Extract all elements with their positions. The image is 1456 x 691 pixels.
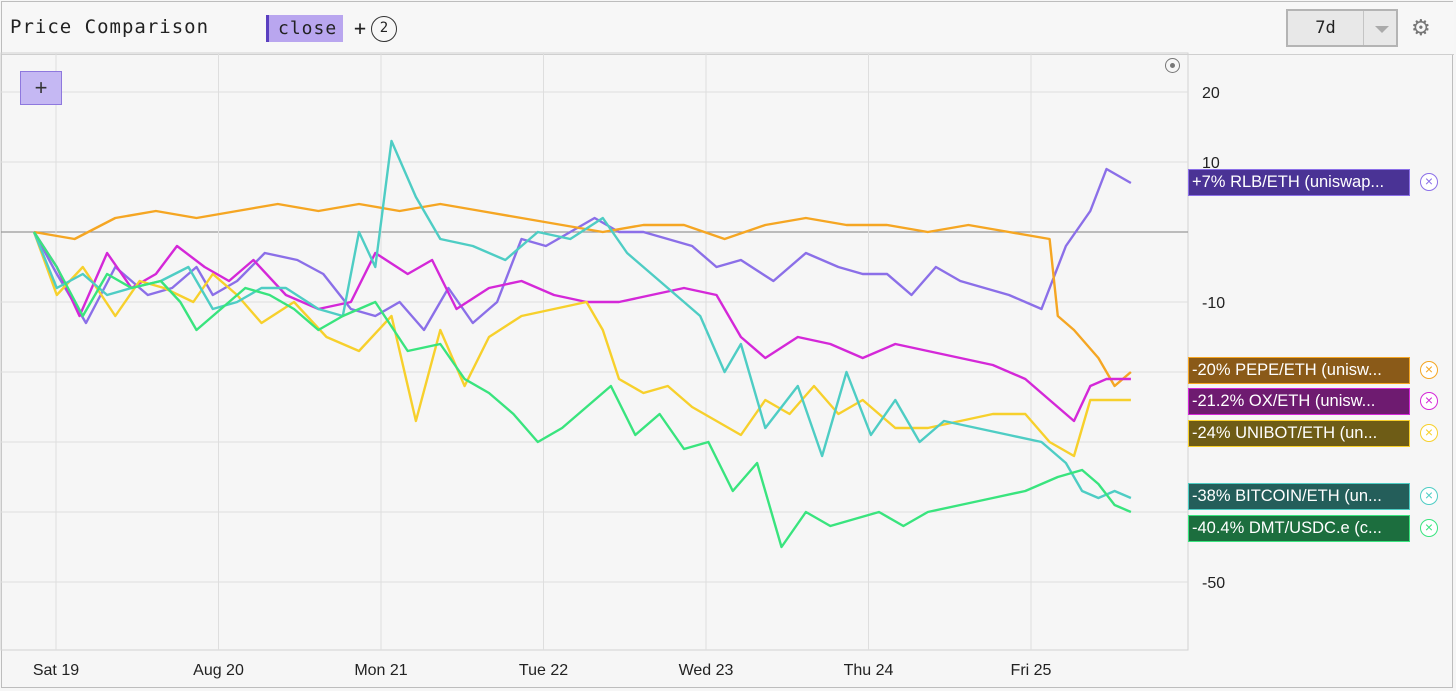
series-line-1	[33, 202, 1132, 388]
x-tick-label: Sat 19	[33, 662, 79, 679]
y-tick-label: 20	[1202, 85, 1220, 102]
legend-label-0[interactable]: +7% RLB/ETH (uniswap...	[1188, 169, 1410, 196]
close-icon[interactable]: ×	[1420, 173, 1438, 191]
plot-area	[0, 52, 1189, 651]
close-icon[interactable]: ×	[1420, 361, 1438, 379]
legend-label-5[interactable]: -40.4% DMT/USDC.e (c...	[1188, 515, 1410, 542]
add-series-button[interactable]: +	[20, 71, 62, 105]
add-metric-plus[interactable]: +	[354, 16, 367, 40]
y-tick-label: -10	[1202, 295, 1225, 312]
series-lines	[32, 139, 1132, 549]
close-icon[interactable]: ×	[1420, 519, 1438, 537]
series-line-2	[32, 231, 1131, 423]
range-select[interactable]: 7d	[1286, 9, 1398, 47]
extra-metrics-count[interactable]: 2	[371, 16, 397, 42]
x-tick-label: Aug 20	[193, 662, 244, 679]
x-tick-label: Fri 25	[1011, 662, 1052, 679]
close-icon[interactable]: ×	[1420, 424, 1438, 442]
range-value: 7d	[1288, 11, 1364, 45]
x-tick-label: Wed 23	[679, 662, 734, 679]
y-tick-label: 10	[1202, 155, 1220, 172]
close-icon[interactable]: ×	[1420, 392, 1438, 410]
legend-label-4[interactable]: -38% BITCOIN/ETH (un...	[1188, 483, 1410, 510]
y-tick-label: -50	[1202, 575, 1225, 592]
series-line-4	[32, 139, 1132, 500]
legend-label-3[interactable]: -24% UNIBOT/ETH (un...	[1188, 420, 1410, 447]
x-tick-label: Thu 24	[844, 662, 894, 679]
chart-grid	[0, 52, 1189, 651]
toolbar: Price Comparison close + 2 7d ⚙	[2, 2, 1454, 55]
metric-tag[interactable]: close	[266, 15, 344, 42]
x-tick-label: Tue 22	[519, 662, 568, 679]
series-line-0	[32, 167, 1132, 332]
legend-label-2[interactable]: -21.2% OX/ETH (unisw...	[1188, 388, 1410, 415]
gear-icon[interactable]: ⚙	[1411, 15, 1431, 40]
legend-label-1[interactable]: -20% PEPE/ETH (unisw...	[1188, 357, 1410, 384]
chevron-down-icon[interactable]	[1375, 26, 1389, 33]
axis-ticks: Sat 19 Aug 20 Mon 21 Tue 22 Wed 23 Thu 24 Fri …	[33, 85, 1225, 679]
x-tick-label: Mon 21	[354, 662, 407, 679]
page-title: Price Comparison	[10, 16, 210, 38]
series-line-5	[32, 231, 1132, 549]
close-icon[interactable]: ×	[1420, 487, 1438, 505]
crosshair-target-icon[interactable]	[1165, 58, 1180, 73]
series-line-3	[32, 231, 1131, 458]
